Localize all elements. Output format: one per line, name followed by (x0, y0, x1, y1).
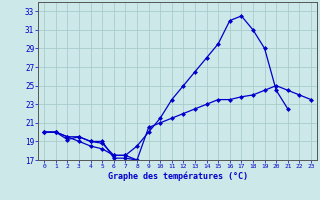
X-axis label: Graphe des températures (°C): Graphe des températures (°C) (108, 172, 248, 181)
